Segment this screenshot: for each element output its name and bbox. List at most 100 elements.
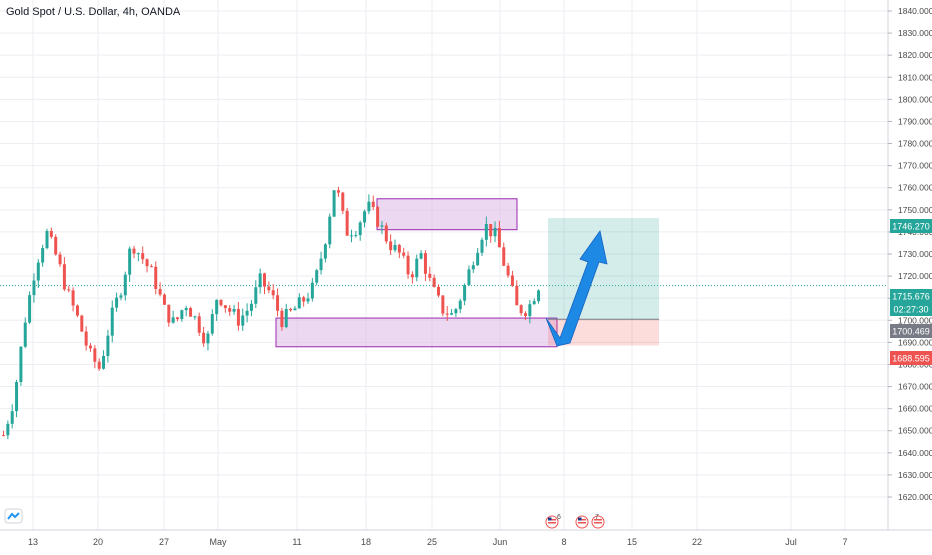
candle-body [232, 308, 236, 312]
candle-body [132, 248, 136, 254]
candles-layer [2, 186, 541, 440]
candle-body [528, 304, 532, 317]
long-position-tool[interactable] [548, 218, 659, 346]
y-tick-label: 1780.000 [898, 139, 932, 149]
candle-body [15, 381, 19, 412]
candle-body [19, 346, 23, 382]
y-tick-label: 1730.000 [898, 249, 932, 259]
candle-body [241, 315, 245, 326]
candle-body [41, 248, 45, 263]
candle-body [136, 253, 140, 255]
candle-body [284, 308, 288, 328]
candle-body [380, 225, 384, 227]
candle-body [75, 305, 79, 316]
time-axis[interactable]: 13 20 27 May 11 18 25 Jun 8 15 22 Jul 7 [28, 537, 848, 547]
candle-body [502, 247, 506, 266]
candle-body [471, 265, 475, 270]
candle-body [219, 299, 223, 306]
candle-body [32, 280, 36, 296]
candle-body [532, 301, 536, 305]
candle-body [276, 295, 280, 311]
x-tick-label: Jun [493, 537, 508, 547]
candle-body [497, 227, 501, 248]
zones-layer[interactable] [275, 198, 558, 348]
candle-body [180, 310, 184, 320]
candle-body [271, 290, 275, 296]
y-tick-label: 1670.000 [898, 382, 932, 392]
candle-body [519, 305, 523, 314]
arrow-up-icon[interactable] [545, 230, 608, 347]
x-tick-label: 18 [361, 537, 371, 547]
x-tick-label: 7 [842, 537, 847, 547]
supply-zone[interactable] [376, 198, 518, 231]
stop-price-label: 1688.595 [892, 354, 930, 364]
candle-body [406, 255, 410, 275]
candle-body [410, 274, 414, 278]
candle-body [115, 297, 119, 308]
candle-body [184, 308, 188, 311]
chart-title: Gold Spot / U.S. Dollar, 4h, OANDA [6, 6, 181, 18]
candle-body [210, 314, 214, 334]
candle-body [171, 317, 175, 323]
candle-body [336, 190, 340, 193]
candle-body [293, 308, 297, 311]
tradingview-logo-icon[interactable] [4, 508, 23, 524]
candle-body [397, 244, 401, 253]
y-tick-label: 1790.000 [898, 116, 932, 126]
projection-arrow[interactable] [545, 230, 608, 347]
x-tick-label: Jul [785, 537, 797, 547]
candle-body [458, 300, 462, 310]
candle-body [302, 297, 306, 302]
candle-body [376, 207, 380, 227]
us-flag-icon [578, 519, 586, 521]
candle-body [537, 290, 541, 302]
y-tick-label: 1810.000 [898, 72, 932, 82]
candle-body [23, 322, 27, 347]
candle-body [345, 210, 349, 236]
candle-body [93, 348, 97, 362]
candle-body [67, 289, 71, 291]
candle-body [310, 282, 314, 299]
candle-body [215, 299, 219, 315]
candle-body [167, 304, 171, 323]
y-tick-label: 1700.000 [898, 315, 932, 325]
grid [0, 0, 888, 530]
event-marker-2[interactable]: 7 [575, 514, 605, 529]
candle-body [176, 317, 179, 320]
candle-body [524, 313, 527, 317]
candle-body [289, 308, 293, 311]
candle-body [323, 244, 327, 259]
candle-body [393, 244, 397, 251]
candle-body [149, 266, 153, 268]
candle-body [441, 295, 445, 314]
y-tick-label: 1660.000 [898, 404, 932, 414]
demand-zone[interactable] [275, 317, 558, 348]
event-marker-1[interactable]: 6 [545, 514, 561, 529]
entry-price-badge: 1700.469 [890, 324, 932, 338]
candle-body [154, 266, 158, 289]
candle-body [350, 235, 353, 237]
candle-body [267, 286, 271, 291]
price-axis[interactable]: 1620.000 1630.000 1640.000 1650.000 1660.000… [888, 6, 932, 502]
candle-body [419, 253, 423, 259]
candle-body [454, 309, 458, 314]
current-price-label: 1715.676 [892, 292, 930, 302]
candle-body [58, 254, 62, 265]
candle-body [332, 190, 336, 217]
x-tick-label: 15 [627, 537, 637, 547]
candle-body [193, 316, 197, 318]
target-area[interactable] [548, 218, 659, 320]
candle-body [363, 211, 367, 223]
y-tick-label: 1630.000 [898, 470, 932, 480]
candle-body [415, 258, 419, 278]
candle-body [371, 201, 375, 208]
y-tick-label: 1760.000 [898, 183, 932, 193]
candle-body [45, 230, 49, 249]
candle-body [297, 297, 301, 309]
candle-body [28, 295, 32, 323]
y-tick-label: 1770.000 [898, 161, 932, 171]
x-tick-label: 20 [93, 537, 103, 547]
candle-body [489, 223, 493, 237]
